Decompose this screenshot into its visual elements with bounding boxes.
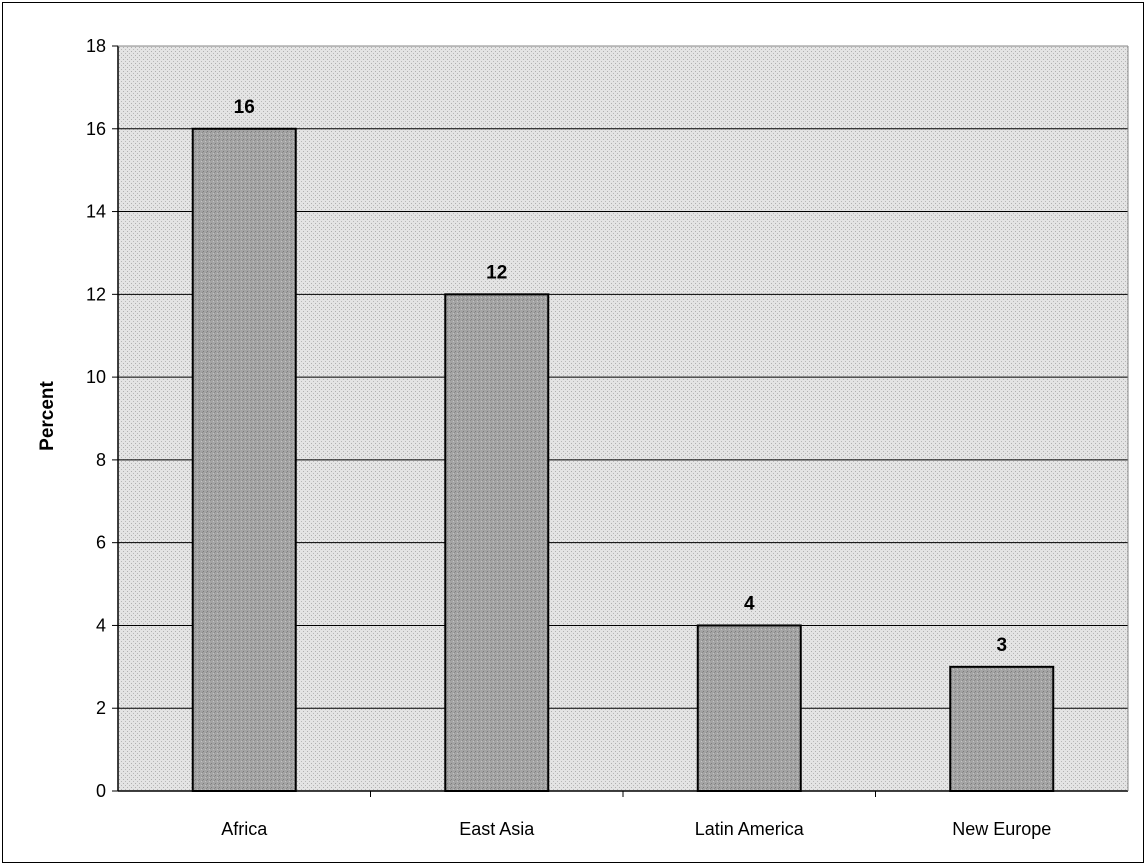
y-tick-label: 2 — [96, 698, 106, 718]
data-label: 3 — [996, 635, 1007, 656]
y-tick-labels: 0 2 4 6 8 10 12 14 16 18 — [86, 36, 118, 801]
data-label: 16 — [234, 97, 255, 118]
y-tick-label: 0 — [96, 781, 106, 801]
bar-chart: 0 2 4 6 8 10 12 14 16 18 Africa East Asia Latin Ame… — [37, 36, 1129, 839]
bar — [949, 665, 1055, 792]
x-tick-label: New Europe — [952, 819, 1051, 839]
bar — [696, 624, 802, 793]
data-labels: 16 12 4 3 — [234, 97, 1007, 656]
bar — [191, 127, 297, 793]
data-label: 4 — [744, 593, 755, 614]
y-tick-label: 6 — [96, 533, 106, 553]
bar — [444, 293, 550, 792]
y-axis-title: Percent — [37, 380, 58, 450]
y-tick-label: 18 — [86, 36, 106, 56]
x-tick-labels: Africa East Asia Latin America New Europe — [221, 791, 1051, 839]
y-tick-label: 10 — [86, 367, 106, 387]
y-tick-label: 12 — [86, 284, 106, 304]
y-tick-label: 14 — [86, 202, 106, 222]
y-tick-label: 16 — [86, 119, 106, 139]
x-tick-label: Africa — [221, 819, 268, 839]
x-tick-label: East Asia — [459, 819, 535, 839]
data-label: 12 — [486, 262, 507, 283]
bars — [191, 127, 1055, 793]
y-tick-label: 8 — [96, 450, 106, 470]
x-tick-label: Latin America — [695, 819, 805, 839]
y-tick-label: 4 — [96, 615, 106, 635]
